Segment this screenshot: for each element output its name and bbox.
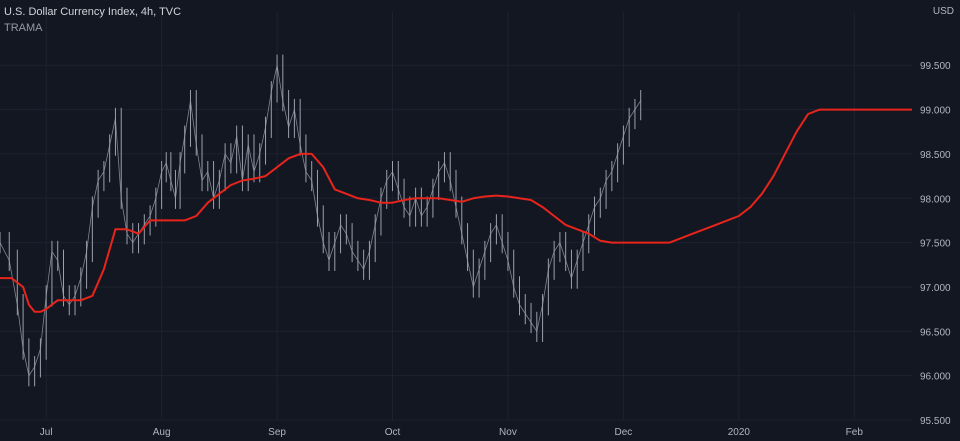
x-tick-label: Sep [268,427,286,438]
x-tick-label: Jul [40,427,53,438]
trama-line [0,108,912,313]
x-tick-label: Oct [385,427,401,438]
price-line [0,65,642,377]
y-tick-label: 99.500 [920,61,951,72]
y-tick-label: 98.000 [920,194,951,205]
x-tick-label: Feb [846,427,864,438]
y-tick-label: 98.500 [920,150,951,161]
y-tick-label: 96.500 [920,327,951,338]
chart-title: U.S. Dollar Currency Index, 4h, TVC [4,6,182,18]
indicator-label: TRAMA [4,22,43,34]
y-tick-label: 96.000 [920,372,951,383]
y-tick-label: 99.000 [920,106,951,117]
currency-label[interactable]: USD [932,6,954,17]
x-tick-label: 2020 [728,427,751,438]
x-tick-label: Dec [614,427,632,438]
price-series [0,54,642,387]
x-tick-label: Aug [153,427,171,438]
y-tick-label: 97.500 [920,239,951,250]
y-tick-label: 97.000 [920,283,951,294]
x-tick-label: Nov [499,427,517,438]
y-tick-label: 95.500 [920,416,951,427]
